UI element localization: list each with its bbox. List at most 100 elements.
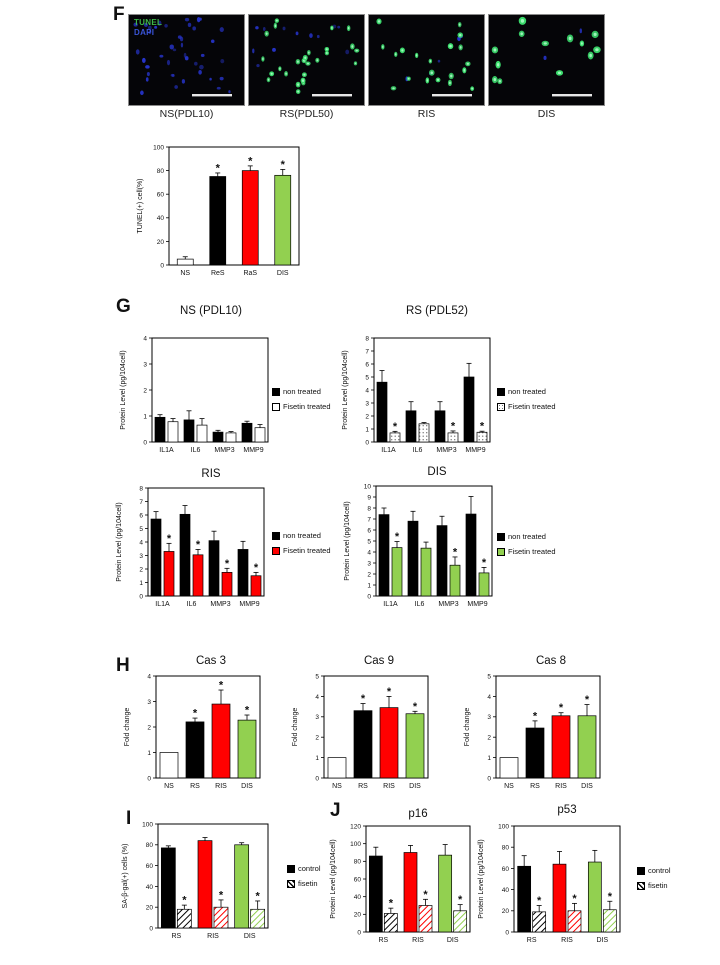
control-label: control [648,866,671,875]
svg-text:Protein Level (pg/104cell): Protein Level (pg/104cell) [120,350,127,429]
svg-text:*: * [225,558,230,570]
svg-text:20: 20 [502,908,510,915]
chart-title-cas9: Cas 9 [363,655,395,667]
fisetin-treated-swatch [272,402,280,411]
svg-text:0: 0 [487,775,491,782]
svg-text:DIS: DIS [244,933,256,940]
fisetin-treated-swatch [272,546,280,555]
svg-text:RIS: RIS [412,937,424,944]
svg-text:8: 8 [365,335,369,342]
svg-text:NS: NS [332,783,342,790]
svg-text:60: 60 [146,863,154,870]
svg-text:Protein Level (pg/104cell): Protein Level (pg/104cell) [116,502,123,581]
svg-text:2: 2 [147,724,151,731]
legend-p-proteins: control fisetin [637,866,671,890]
fisetin-treated-label: Fisetin treated [508,547,556,556]
svg-text:DIS: DIS [277,270,289,277]
svg-text:Protein Level (pg/104cell): Protein Level (pg/104cell) [342,350,349,429]
svg-text:*: * [245,705,250,717]
svg-text:3: 3 [365,400,369,407]
chart-title-cas3: Cas 3 [195,655,227,667]
dapi-label: DAPI [134,28,155,37]
micrograph-rs [248,14,365,106]
svg-text:60: 60 [157,192,165,199]
non-treated-swatch [497,387,505,396]
svg-text:100: 100 [350,841,361,848]
non-treated-swatch [272,387,280,396]
micrograph-dis [488,14,605,106]
svg-text:NS: NS [504,783,514,790]
svg-text:7: 7 [139,499,143,506]
svg-text:120: 120 [350,823,361,830]
svg-text:*: * [395,531,400,543]
svg-text:RIS: RIS [207,933,219,940]
svg-text:8: 8 [367,505,371,512]
fisetin-treated-swatch [497,547,505,556]
chart-title-p53: p53 [557,804,577,816]
svg-text:0: 0 [365,439,369,446]
svg-text:*: * [453,546,458,558]
svg-text:0: 0 [139,593,143,600]
rs-pdl52-bar-chart: 0 1 2 3 4 5 6 7 8 Protein Level (pg/104cell) IL1A I… [342,335,491,454]
svg-text:*: * [559,702,564,714]
legend-item-control: control [637,866,671,875]
svg-text:MMP9: MMP9 [243,447,263,454]
p16-bar-chart: 0 20 40 60 80 100 120 Protein Level (pg/104cell… [330,823,471,944]
svg-text:3: 3 [139,553,143,560]
svg-text:4: 4 [147,673,151,680]
legend-item-control: control [287,864,321,873]
svg-text:RIS: RIS [555,783,567,790]
svg-text:DIS: DIS [447,937,459,944]
svg-text:20: 20 [157,239,165,246]
svg-text:40: 40 [502,887,510,894]
svg-text:40: 40 [354,894,362,901]
chart-title-rs-pdl52: RS (PDL52) [406,305,468,317]
svg-text:*: * [482,557,487,569]
svg-text:100: 100 [142,821,153,828]
fisetin-swatch [287,879,295,888]
svg-text:Fold change: Fold change [292,708,299,747]
non-treated-swatch [497,532,505,541]
svg-text:7: 7 [367,516,371,523]
svg-text:6: 6 [365,361,369,368]
legend-item-fisetin: fisetin [637,881,671,890]
legend-item-non-treated: non treated [497,387,556,396]
svg-text:DIS: DIS [241,783,253,790]
svg-text:MMP9: MMP9 [239,601,259,608]
non-treated-swatch [272,531,280,540]
dis-bar-chart: 0 1 2 3 4 5 6 7 8 9 10 Protein Level (pg/104cell) IL… [344,483,493,608]
svg-text:*: * [387,686,392,698]
svg-text:Protein Level (pg/104cell): Protein Level (pg/104cell) [478,839,485,918]
svg-text:60: 60 [502,866,510,873]
svg-text:IL1A: IL1A [159,447,174,454]
svg-text:4: 4 [365,387,369,394]
svg-text:MMP3: MMP3 [214,447,234,454]
svg-text:*: * [458,894,463,906]
svg-text:*: * [219,889,224,901]
panel-letter-g: G [116,296,131,317]
legend-item-non-treated: non treated [272,387,331,396]
svg-text:0: 0 [315,775,319,782]
svg-text:*: * [451,420,456,432]
svg-text:RaS: RaS [243,270,257,277]
svg-text:6: 6 [139,512,143,519]
non-treated-label: non treated [508,532,546,541]
fisetin-label: fisetin [298,879,318,888]
svg-text:IL6: IL6 [413,447,423,454]
svg-text:10: 10 [364,483,372,490]
svg-text:0: 0 [149,925,153,932]
legend-ris: non treated Fisetin treated [272,531,331,555]
svg-text:Protein Level (pg/104cell): Protein Level (pg/104cell) [344,501,351,580]
svg-text:SA-β-gal(+) cells (%): SA-β-gal(+) cells (%) [122,844,129,909]
svg-text:1: 1 [367,582,371,589]
fisetin-label: fisetin [648,881,668,890]
svg-text:*: * [361,693,366,705]
svg-text:5: 5 [315,673,319,680]
svg-text:0: 0 [143,439,147,446]
svg-text:RS: RS [530,783,540,790]
legend-dis: non treated Fisetin treated [497,532,556,556]
svg-text:7: 7 [365,348,369,355]
svg-text:MMP3: MMP3 [438,601,458,608]
non-treated-label: non treated [283,531,321,540]
svg-text:RS: RS [527,937,537,944]
